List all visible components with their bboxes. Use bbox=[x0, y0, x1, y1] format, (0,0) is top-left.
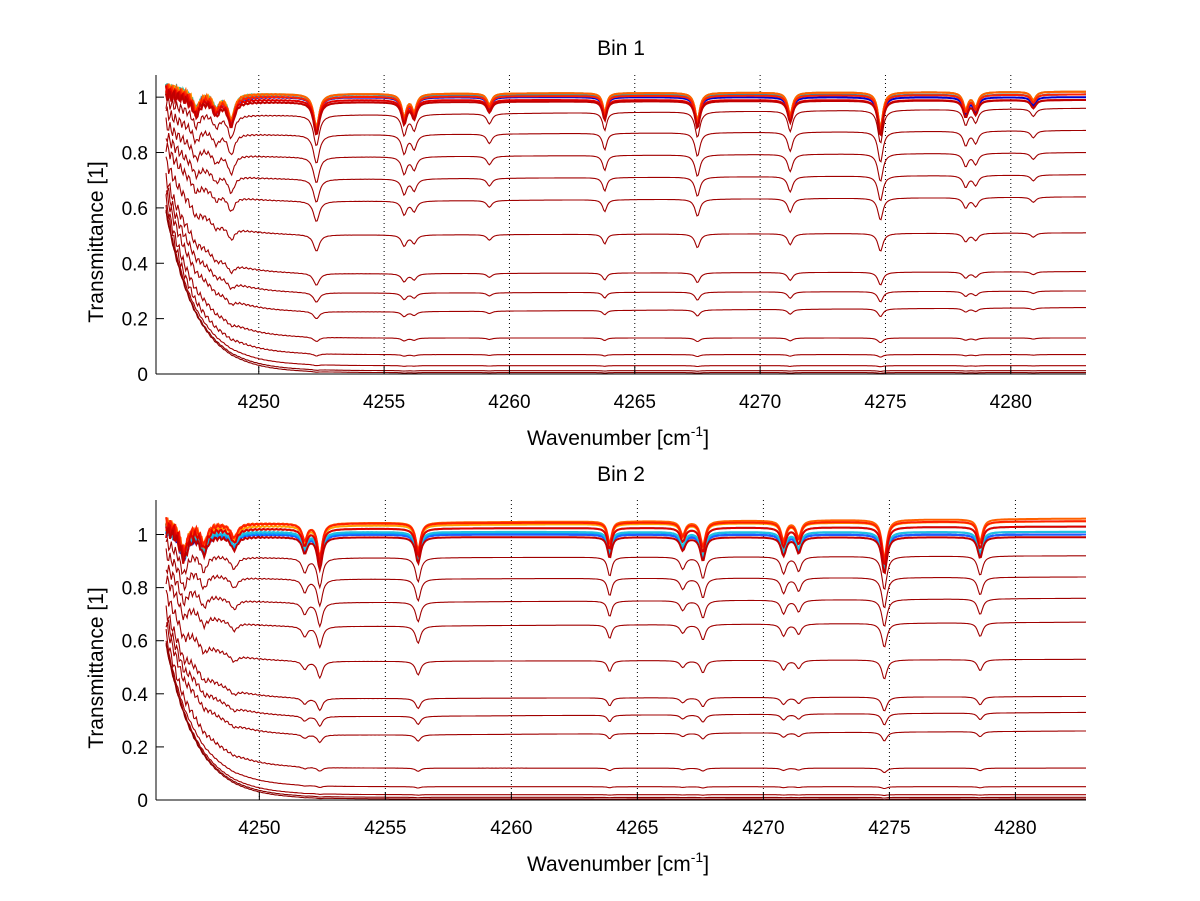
x-axis-ticks: 4250 4255 4260 4265 4270 4275 4280 bbox=[238, 366, 1032, 413]
series-line bbox=[165, 117, 1086, 183]
series-line bbox=[165, 622, 1086, 744]
y-axis-label: Transmittance [1] bbox=[85, 161, 108, 322]
y-tick-label: 0.4 bbox=[122, 685, 149, 706]
x-tick-label: 4255 bbox=[364, 818, 406, 839]
y-tick-label: 0.6 bbox=[122, 632, 148, 653]
y-tick-label: 0 bbox=[137, 365, 148, 386]
series-line bbox=[165, 97, 1086, 147]
axes-lines bbox=[155, 500, 1086, 801]
y-axis-ticks: 0 0.2 0.4 0.6 0.8 1 bbox=[122, 88, 164, 386]
y-tick-label: 0.8 bbox=[122, 144, 148, 165]
y-tick-label: 0.8 bbox=[122, 579, 148, 600]
chart-bin-1: Bin 1 4250 4255 4260 4265 4270 4275 4280 00.20… bbox=[85, 37, 1086, 450]
x-tick-label: 4250 bbox=[238, 392, 280, 413]
y-tick-label: 1 bbox=[137, 526, 148, 547]
series-line bbox=[165, 589, 1086, 680]
x-tick-label: 4275 bbox=[868, 818, 910, 839]
y-axis-ticks: 0 0.2 0.4 0.6 0.8 1 bbox=[122, 526, 164, 812]
series-line bbox=[165, 536, 1086, 591]
series-line bbox=[165, 142, 1086, 222]
y-tick-label: 0.2 bbox=[122, 738, 148, 759]
series-line bbox=[165, 645, 1086, 796]
series-line bbox=[165, 133, 1086, 203]
series-line bbox=[165, 190, 1086, 319]
x-tick-label: 4270 bbox=[742, 818, 784, 839]
series-line bbox=[165, 642, 1086, 801]
series-line bbox=[165, 210, 1086, 374]
x-tick-label: 4250 bbox=[238, 818, 280, 839]
series-line bbox=[165, 88, 1086, 137]
series-line bbox=[165, 619, 1086, 728]
series-line bbox=[165, 194, 1086, 344]
series-line bbox=[165, 605, 1086, 712]
series-line bbox=[165, 105, 1086, 164]
x-tick-label: 4255 bbox=[363, 392, 405, 413]
x-tick-label: 4275 bbox=[864, 392, 906, 413]
x-tick-label: 4270 bbox=[739, 392, 781, 413]
x-tick-label: 4260 bbox=[488, 392, 530, 413]
y-tick-label: 0.2 bbox=[122, 310, 148, 331]
x-axis-ticks: 4250 4255 4260 4265 4270 4275 4280 bbox=[238, 792, 1037, 839]
x-tick-label: 4280 bbox=[990, 392, 1032, 413]
y-axis-label: Transmittance [1] bbox=[85, 587, 108, 748]
series-line bbox=[165, 517, 1086, 562]
series-line bbox=[165, 640, 1086, 790]
axes-lines bbox=[155, 75, 1086, 375]
chart-bin-2: Bin 2 4250 4255 4260 4265 4270 4275 4280 00.20… bbox=[85, 463, 1087, 876]
series-line bbox=[165, 628, 1086, 774]
series-line bbox=[165, 156, 1086, 252]
chart-title: Bin 1 bbox=[597, 37, 645, 60]
x-axis-label: Wavenumber [cm-1] bbox=[527, 849, 709, 876]
y-tick-label: 0 bbox=[137, 791, 148, 812]
x-tick-label: 4280 bbox=[994, 818, 1036, 839]
series-line bbox=[165, 211, 1086, 372]
y-tick-label: 0.4 bbox=[122, 254, 149, 275]
series-line bbox=[165, 548, 1086, 609]
series-group bbox=[165, 83, 1086, 374]
series-line bbox=[165, 205, 1086, 358]
x-tick-label: 4260 bbox=[490, 818, 532, 839]
x-tick-label: 4265 bbox=[616, 818, 658, 839]
series-line bbox=[165, 211, 1086, 368]
series-line bbox=[165, 644, 1086, 799]
x-axis-label: Wavenumber [cm-1] bbox=[527, 423, 709, 450]
series-line bbox=[165, 564, 1086, 629]
chart-title: Bin 2 bbox=[597, 463, 645, 486]
y-tick-label: 1 bbox=[137, 88, 148, 109]
series-line bbox=[165, 575, 1087, 650]
series-line bbox=[165, 526, 1086, 575]
y-tick-label: 0.6 bbox=[122, 199, 148, 220]
series-group bbox=[165, 517, 1087, 801]
series-line bbox=[165, 172, 1086, 286]
series-line bbox=[165, 187, 1086, 303]
x-tick-label: 4265 bbox=[614, 392, 656, 413]
series-line bbox=[165, 521, 1086, 566]
